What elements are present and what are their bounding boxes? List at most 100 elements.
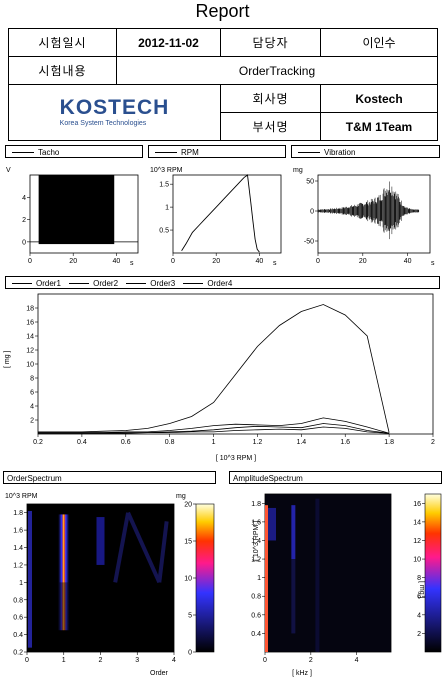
order-spectrum-streak-order0 [28,510,32,648]
vibration-x-tick-label: 20 [359,258,367,265]
amplitude-spectrum-colorbar-tick-label: 4 [417,612,421,619]
order-spectrum-x-tick-label: 2 [99,657,103,664]
amplitude-spectrum-x-tick-label: 2 [309,657,313,664]
vibration-ylabel: mg [293,167,303,174]
order-spectrum-streak-order2 [96,517,105,565]
amplitude-spectrum-y-tick-label: 1.6 [251,519,261,526]
test-date-value: 2012-11-02 [116,28,221,57]
amplitude-spectrum-title: AmplitudeSpectrum [229,471,442,484]
test-content-value: OrderTracking [116,56,438,85]
order-tracking-chart: 0.2 0.4 0.6 0.8 1 1.2 1.4 1.6 1.8 2 2 4 6 8 10 12 14 16 18… [4,293,435,462]
legend-line [183,283,204,285]
legend-line [155,152,177,154]
order-spectrum-x-tick-label: 4 [172,657,176,664]
rpm-x-tick-label: 0 [171,258,175,265]
amplitude-spectrum-colorbar-label: [ mg ] [418,581,425,599]
amplitude-spectrum-streak-mid-tail [291,559,296,634]
order1-series-line [38,304,390,433]
order-spectrum-diagonal [113,512,131,583]
small-charts: V s 0 20 40 0 2 4 10^3 RPM s 0 20 40 0.5 1 1.5 mg … [6,167,435,267]
order-y-tick-label: 10 [26,362,34,369]
order3-legend-label: Order3 [150,279,176,288]
legend-line [69,283,90,285]
amplitude-spectrum-y-tick-label: 1.8 [251,501,261,508]
rpm-y-tick-label: 0.5 [159,228,169,235]
order1-legend-label: Order1 [36,279,61,288]
amplitude-spectrum-y-tick-label: 0.8 [251,594,261,601]
rpm-y-tick-label: 1.5 [159,182,169,189]
vibration-x-tick-label: 0 [316,258,320,265]
amplitude-spectrum-y-tick-label: 0.6 [251,612,261,619]
amplitude-spectrum-streak-dc [265,505,268,652]
legend-line [12,152,34,154]
order-spectrum-y-tick-label: 0.8 [13,597,23,604]
rpm-series-line [181,174,260,253]
order-spectrum-x-tick-label: 3 [135,657,139,664]
order-x-tick-label: 0.2 [33,439,43,446]
amplitude-spectrum-streak-faint [315,498,320,652]
vibration-legend-label: Vibration [324,148,356,157]
amplitude-spectrum-x-tick-label: 0 [263,657,267,664]
tacho-signal [38,175,115,245]
amplitude-spectrum-y-tick-label: 1 [257,575,261,582]
kostech-logo: KOSTECH Korea System Technologies [60,97,170,128]
amplitude-spectrum-colorbar [424,493,442,653]
order-y-tick-label: 6 [30,390,34,397]
amplitude-spectrum-y-tick-label: 0.4 [251,631,261,638]
order-ylabel: [ mg ] [4,350,11,368]
order-spectrum-colorbar-tick-label: 20 [184,502,192,509]
order-y-tick-label: 12 [26,348,34,355]
tacho-y-tick-label: 2 [22,217,26,224]
tacho-x-tick-label: 0 [28,258,32,265]
amplitude-spectrum-colorbar-tick-label: 12 [413,538,421,545]
order-spectrum-ylabel: 10^3 RPM [5,493,38,500]
order4-legend-label: Order4 [207,279,233,288]
header-table: 시험일시 2012-11-02 담당자 이인수 시험내용 OrderTracki… [8,28,438,141]
order-spectrum-y-tick-label: 1.6 [13,528,23,535]
department-label: 부서명 [220,112,321,141]
order-y-tick-label: 4 [30,404,34,411]
rpm-x-tick-label: 20 [212,258,220,265]
order-x-tick-label: 1.2 [253,439,263,446]
amplitude-spectrum-ylabel: [ 10^3 RPM ] [253,521,260,561]
order-spectrum-colorbar [195,503,215,653]
rpm-x-tick-label: 40 [256,258,264,265]
report-title: Report [195,1,250,21]
legend-line [12,283,32,285]
rpm-plot-frame [172,174,282,254]
vibration-legend: Vibration [291,145,440,158]
vibration-plot-frame [317,174,431,254]
order-spectrum-y-tick-label: 0.6 [13,615,23,622]
order-spectrum-colorbar-tick-label: 5 [188,613,192,620]
test-content-label: 시험내용 [8,56,117,85]
rpm-xlabel: s [273,260,277,267]
order-spectrum-x-tick-label: 1 [62,657,66,664]
amplitude-spectrum-streak-mid [291,505,296,560]
tacho-x-tick-label: 40 [113,258,121,265]
tacho-legend: Tacho [5,145,143,158]
rpm-ylabel: 10^3 RPM [150,167,183,174]
manager-value: 이인수 [320,28,438,57]
order-spectrum-y-tick-label: 0.4 [13,632,23,639]
test-date-label: 시험일시 [8,28,117,57]
order-x-tick-label: 0.8 [165,439,175,446]
order-x-tick-label: 0.4 [77,439,87,446]
order-x-tick-label: 1.4 [296,439,306,446]
order3-series-line [38,423,390,434]
spectrum-charts: 10^3 RPM mg Order [ 10^3 RPM ] [ kHz ] [… [5,493,442,677]
legend-line [298,152,320,154]
amplitude-spectrum-colorbar-tick-label: 10 [413,557,421,564]
vibration-y-tick-label: 0 [310,209,314,216]
logo-subtext: Korea System Technologies [59,120,147,127]
order-spectrum-streak-order1 [58,514,69,583]
vibration-chart: mg s 0 20 40 -50 0 50 [293,167,435,267]
order-x-tick-label: 1 [212,439,216,446]
amplitude-spectrum-plot-frame [264,493,392,653]
order-y-tick-label: 14 [26,334,34,341]
order-spectrum-title: OrderSpectrum [3,471,216,484]
amplitude-spectrum-streak-low [268,507,276,541]
tacho-y-tick-label: 4 [22,195,26,202]
vibration-signal [317,181,420,240]
vibration-y-tick-label: -50 [304,239,314,246]
rpm-y-tick-label: 1 [165,205,169,212]
